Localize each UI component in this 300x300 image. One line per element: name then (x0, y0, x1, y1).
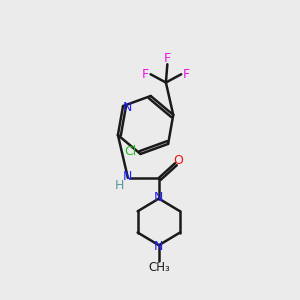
Text: F: F (164, 52, 171, 65)
Text: F: F (183, 68, 190, 81)
Text: H: H (115, 179, 124, 192)
Text: O: O (174, 154, 184, 167)
Text: N: N (154, 240, 164, 253)
Text: CH₃: CH₃ (148, 261, 170, 274)
Text: N: N (154, 191, 164, 204)
Text: N: N (123, 101, 132, 114)
Text: Cl: Cl (124, 145, 137, 158)
Text: F: F (142, 68, 149, 81)
Text: N: N (123, 170, 133, 183)
